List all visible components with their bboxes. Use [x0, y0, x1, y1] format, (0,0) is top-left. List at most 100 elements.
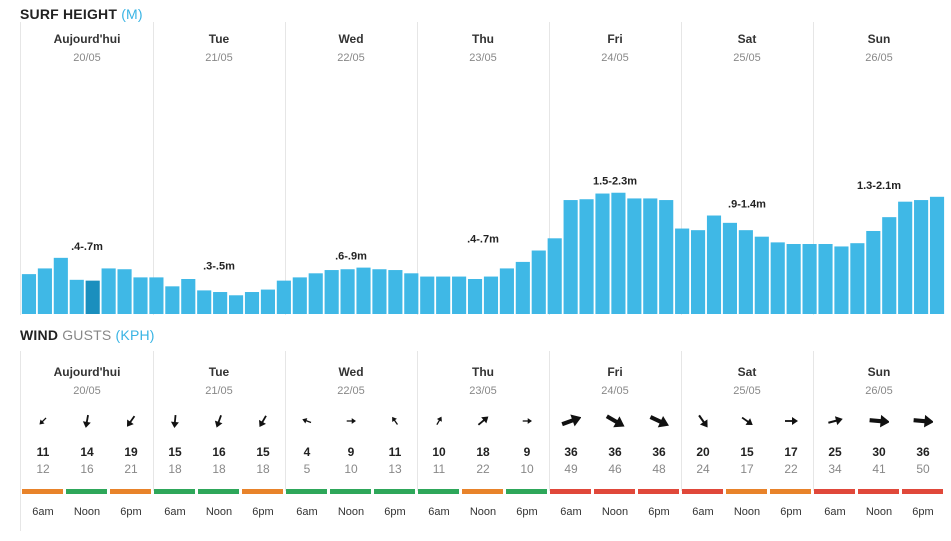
- surf-bar[interactable]: [722, 222, 737, 314]
- surf-bar[interactable]: [213, 292, 228, 314]
- surf-bar[interactable]: [499, 268, 514, 314]
- surf-bar[interactable]: [101, 268, 116, 314]
- wind-direction-arrow-icon: [517, 411, 537, 431]
- wind-direction-arrow-icon: [209, 411, 229, 431]
- wind-direction-arrow-icon: [473, 411, 493, 431]
- surf-bar[interactable]: [882, 217, 897, 314]
- surf-bar[interactable]: [691, 230, 706, 314]
- surf-bar[interactable]: [929, 196, 945, 314]
- wind-time-label: 6am: [824, 506, 846, 518]
- surf-bar[interactable]: [133, 277, 148, 315]
- surf-bar[interactable]: [675, 228, 690, 314]
- surf-bar[interactable]: [850, 243, 865, 314]
- wind-gust: 48: [652, 462, 666, 476]
- surf-bar[interactable]: [467, 279, 483, 314]
- surf-bar[interactable]: [452, 276, 467, 314]
- wind-time-label: Noon: [733, 506, 761, 518]
- surf-bar[interactable]: [659, 200, 674, 314]
- surf-bar[interactable]: [436, 276, 451, 314]
- wind-day-name: Fri: [607, 365, 623, 379]
- surf-bar[interactable]: [770, 242, 785, 314]
- surf-bar[interactable]: [260, 289, 275, 314]
- wind-direction-arrow-icon: [33, 411, 53, 431]
- surf-bar[interactable]: [786, 244, 801, 314]
- wind-speed: 15: [256, 445, 270, 459]
- day-separator: [417, 22, 418, 315]
- surf-bar[interactable]: [340, 269, 355, 314]
- surf-bar[interactable]: [244, 292, 260, 314]
- surf-bar[interactable]: [834, 246, 849, 314]
- surf-bar[interactable]: [292, 277, 307, 315]
- surf-bar[interactable]: [643, 198, 658, 314]
- day-separator: [681, 22, 682, 315]
- day-separator: [813, 351, 814, 491]
- wind-day-name: Sat: [737, 365, 757, 379]
- surf-bar[interactable]: [388, 270, 403, 314]
- wind-gust: 34: [828, 462, 842, 476]
- wind-title-sub: GUSTS: [62, 327, 112, 343]
- surf-bar[interactable]: [914, 200, 929, 314]
- surf-bar[interactable]: [117, 269, 132, 314]
- surf-bar[interactable]: [754, 236, 769, 314]
- wind-gust: 12: [36, 462, 50, 476]
- surf-bar[interactable]: [276, 280, 291, 314]
- day-separator: [417, 351, 418, 491]
- surf-bar[interactable]: [356, 267, 371, 314]
- surf-day-header: Sat 25/05: [681, 32, 813, 64]
- wind-time-label: 6pm: [120, 506, 142, 518]
- surf-bar[interactable]: [372, 269, 387, 314]
- surf-day-header: Sun 26/05: [813, 32, 945, 64]
- wind-rating-bar: [858, 489, 899, 494]
- surf-bar[interactable]: [149, 277, 164, 315]
- surf-bar[interactable]: [483, 276, 499, 314]
- surf-bar[interactable]: [324, 270, 339, 314]
- surf-bar[interactable]: [37, 268, 52, 314]
- surf-bar[interactable]: [563, 200, 578, 314]
- wind-time-label: Noon: [469, 506, 497, 518]
- surf-bar[interactable]: [308, 273, 323, 314]
- surf-bar[interactable]: [21, 274, 37, 314]
- wind-gust: 11: [432, 462, 446, 476]
- wind-time-label: 6pm: [648, 506, 670, 518]
- surf-bar[interactable]: [802, 244, 817, 314]
- surf-bar[interactable]: [611, 192, 626, 314]
- surf-bar[interactable]: [627, 198, 642, 314]
- surf-bar[interactable]: [229, 295, 244, 314]
- wind-forecast: Aujourd'hui 20/05 Tue 21/05 Wed 22/05 Thu 23/05…: [20, 351, 944, 531]
- wind-speed: 36: [916, 445, 930, 459]
- wind-gust: 18: [256, 462, 270, 476]
- surf-bar[interactable]: [595, 193, 610, 314]
- surf-range-label: .4-.7m: [467, 234, 499, 246]
- wind-gust: 16: [80, 462, 94, 476]
- surf-bar[interactable]: [85, 280, 100, 314]
- surf-bar[interactable]: [181, 279, 196, 314]
- wind-day-header: Fri 24/05: [549, 365, 681, 397]
- surf-bar[interactable]: [165, 286, 180, 314]
- surf-bar[interactable]: [818, 244, 833, 314]
- wind-gust: 22: [476, 462, 490, 476]
- wind-gust: 10: [344, 462, 358, 476]
- wind-time-label: 6am: [296, 506, 318, 518]
- surf-bar[interactable]: [69, 279, 84, 314]
- surf-bar[interactable]: [706, 215, 722, 314]
- surf-bar[interactable]: [515, 261, 530, 314]
- surf-bar[interactable]: [547, 238, 562, 314]
- surf-bar[interactable]: [53, 257, 68, 314]
- wind-speed: 4: [303, 445, 311, 459]
- surf-bar[interactable]: [404, 273, 419, 314]
- surf-bar[interactable]: [420, 276, 435, 314]
- surf-height-title: SURF HEIGHT (M): [20, 6, 143, 22]
- wind-day-header: Tue 21/05: [153, 365, 285, 397]
- surf-bar[interactable]: [866, 230, 881, 314]
- wind-day-header: Thu 23/05: [417, 365, 549, 397]
- surf-bar[interactable]: [197, 290, 212, 314]
- surf-day-header: Fri 24/05: [549, 32, 681, 64]
- wind-day-date: 21/05: [205, 385, 233, 397]
- surf-bar[interactable]: [898, 201, 913, 314]
- wind-gust: 10: [520, 462, 534, 476]
- wind-day-name: Wed: [338, 365, 364, 379]
- surf-bar[interactable]: [531, 250, 546, 314]
- surf-bar[interactable]: [738, 230, 753, 314]
- wind-day-header: Wed 22/05: [285, 365, 417, 397]
- surf-bar[interactable]: [579, 199, 594, 314]
